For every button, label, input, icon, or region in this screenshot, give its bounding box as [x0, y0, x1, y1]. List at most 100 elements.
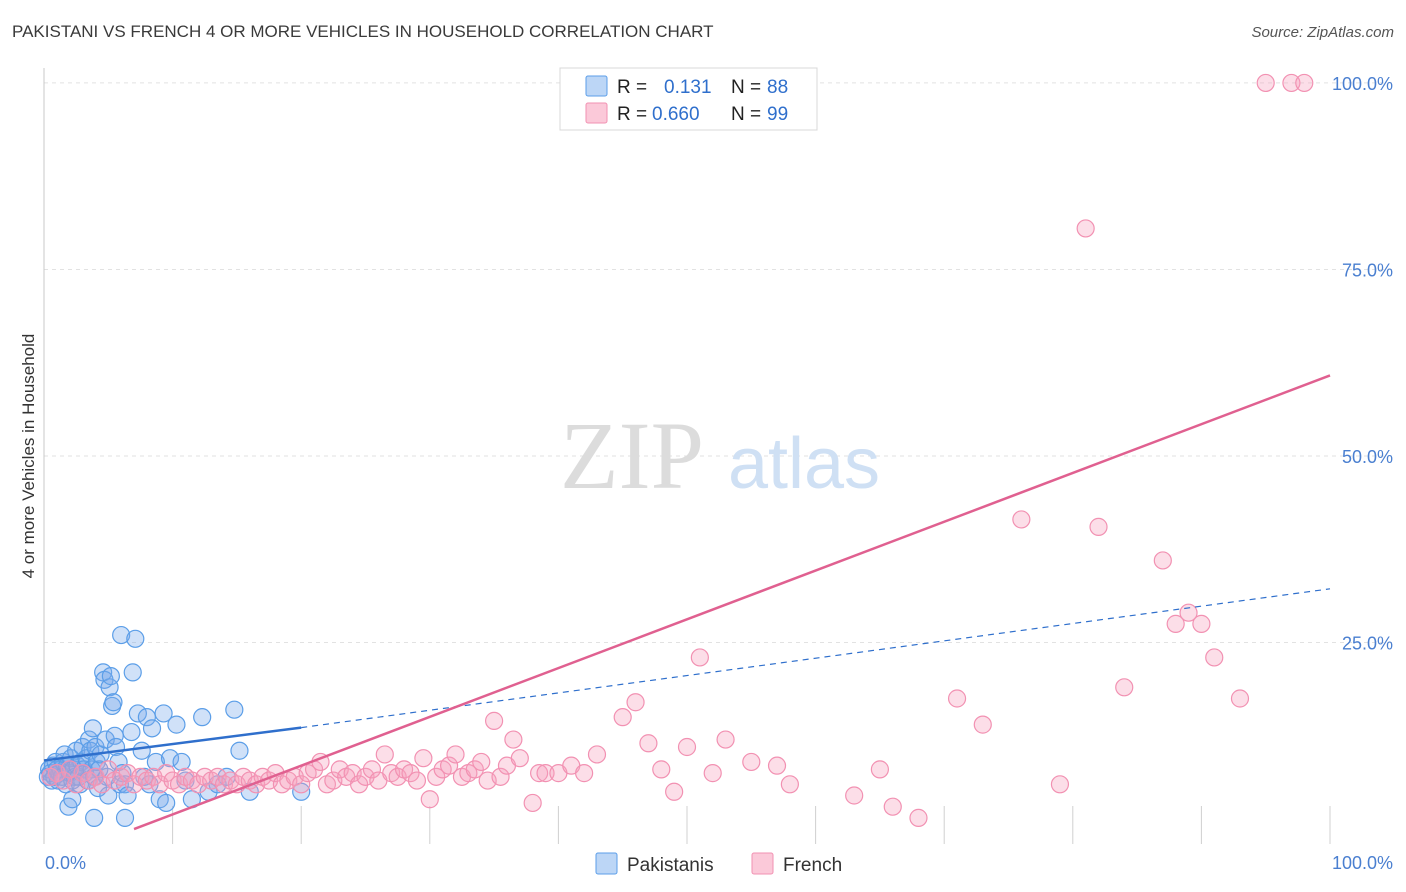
pakistanis-point: [85, 808, 104, 827]
french-point: [947, 689, 967, 708]
pakistanis-point: [63, 790, 82, 809]
bottom-legend: Pakistanis French: [595, 852, 842, 876]
french-trend: [133, 374, 1331, 831]
pakistanis-point: [142, 719, 162, 738]
pakistanis-point: [172, 752, 191, 772]
french-point: [510, 749, 529, 768]
pakistanis-point: [118, 786, 137, 805]
french-point: [427, 767, 446, 786]
french-point: [1166, 614, 1185, 633]
legend-n-label-1: N =: [731, 77, 761, 98]
french-point: [485, 711, 504, 730]
french-point: [1115, 678, 1134, 697]
trend-lines: [43, 374, 1331, 831]
french-point: [465, 760, 484, 779]
legend-r-value-1: 0.131: [664, 77, 712, 98]
pakistanis-point: [146, 752, 165, 772]
french-point: [845, 786, 864, 805]
french-point: [690, 648, 709, 667]
y-tick-labels: 25.0% 50.0% 75.0% 100.0%: [1332, 74, 1393, 654]
french-point: [1256, 73, 1275, 93]
watermark-zip: ZIP: [560, 402, 704, 509]
french-point: [414, 749, 433, 768]
french-point: [472, 752, 491, 772]
legend-r-label-2: R =: [617, 104, 647, 125]
french-point: [1050, 775, 1070, 794]
y-tick-label: 100.0%: [1332, 74, 1393, 94]
pakistanis-point: [167, 715, 186, 734]
french-point: [575, 764, 594, 783]
french-point: [1230, 689, 1250, 708]
pakistanis-point: [128, 704, 147, 723]
y-tick-label: 75.0%: [1342, 260, 1393, 280]
pakistanis-point: [193, 708, 212, 727]
french-points: [41, 73, 1314, 827]
legend-n-label-2: N =: [731, 104, 761, 125]
legend-n-value-2: 99: [767, 104, 788, 125]
french-point: [1012, 510, 1031, 529]
french-point: [1076, 219, 1095, 238]
french-point: [504, 730, 523, 749]
pakistanis-point: [122, 722, 141, 742]
pakistanis-point: [132, 741, 151, 760]
french-point: [349, 775, 369, 794]
french-point: [587, 745, 607, 764]
pakistanis-point: [157, 793, 176, 813]
french-point: [652, 760, 671, 779]
french-point: [446, 745, 465, 764]
watermark-atlas: atlas: [728, 424, 880, 504]
french-point: [780, 775, 799, 794]
pakistanis-trend-solid: [43, 726, 302, 762]
legend-n-value-1: 88: [767, 77, 788, 98]
french-point: [665, 782, 684, 801]
bottom-legend-swatch-french: [751, 852, 774, 875]
pakistanis-point: [96, 730, 115, 749]
french-point: [742, 752, 761, 772]
french-point: [407, 771, 427, 790]
french-point: [1282, 73, 1301, 93]
pakistanis-trend-dashed: [301, 588, 1331, 729]
pakistanis-point: [112, 625, 131, 645]
legend-r-value-2: 0.660: [652, 104, 700, 125]
pakistanis-points: [38, 625, 311, 827]
legend: R = 0.131 N = 88 R = 0.660 N = 99: [559, 67, 818, 131]
french-point: [1205, 648, 1224, 667]
french-point: [870, 760, 890, 779]
french-point: [703, 764, 722, 783]
french-point: [439, 756, 459, 775]
bottom-legend-pakistanis: Pakistanis: [627, 855, 714, 876]
french-point: [292, 775, 311, 794]
chart-title: PAKISTANI VS FRENCH 4 OR MORE VEHICLES I…: [12, 22, 714, 41]
french-point: [677, 737, 697, 757]
legend-swatch-french: [585, 102, 608, 124]
french-point: [401, 764, 420, 783]
bottom-legend-swatch-pakistanis: [595, 852, 618, 875]
source-label: Source: ZipAtlas.com: [1251, 24, 1394, 41]
pakistanis-point: [115, 808, 135, 827]
french-point: [1153, 551, 1172, 570]
legend-r-label-1: R =: [617, 77, 647, 98]
french-point: [973, 715, 992, 734]
pakistanis-point: [83, 719, 102, 738]
french-point: [716, 730, 735, 749]
french-point: [626, 693, 645, 712]
pakistanis-point: [126, 629, 145, 648]
x-tick-label-min: 0.0%: [45, 853, 86, 873]
pakistanis-point: [101, 667, 120, 686]
pakistanis-point: [123, 663, 142, 682]
pakistanis-point: [230, 741, 249, 760]
y-tick-label: 50.0%: [1342, 447, 1393, 467]
gridlines: [44, 82, 1393, 844]
y-tick-label: 25.0%: [1342, 634, 1393, 654]
pakistanis-point: [225, 700, 244, 719]
y-axis-label: 4 or more Vehicles in Household: [19, 334, 38, 579]
french-point: [613, 708, 632, 727]
french-point: [362, 760, 382, 779]
french-point: [909, 808, 928, 827]
x-tick-label-max: 100.0%: [1332, 853, 1393, 873]
legend-swatch-pakistanis: [585, 75, 608, 97]
french-point: [491, 767, 510, 786]
pakistanis-point: [154, 704, 173, 723]
pakistanis-point: [104, 693, 123, 712]
